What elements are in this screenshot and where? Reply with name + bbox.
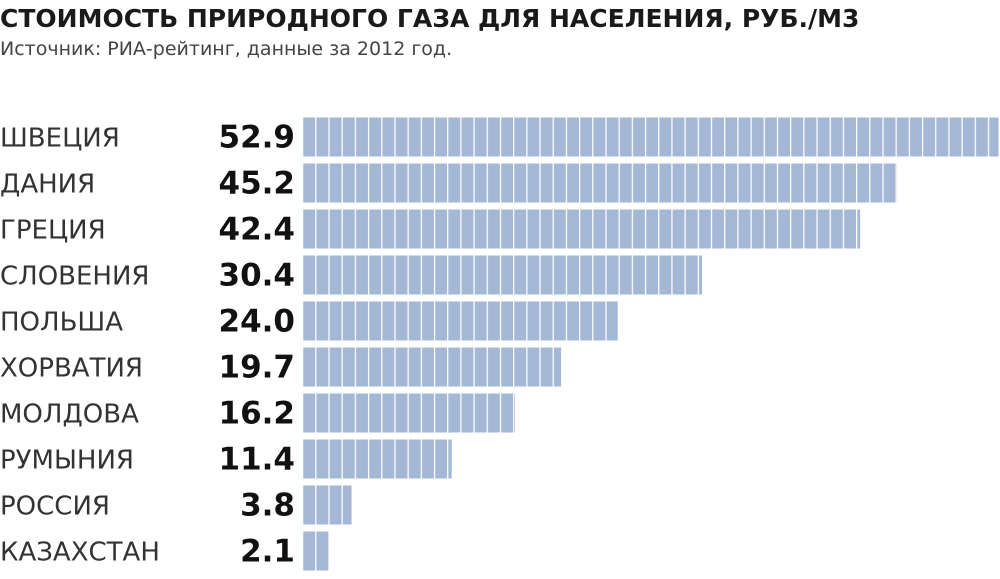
value-label: 3.8 bbox=[240, 488, 295, 524]
chart-subtitle: Источник: РИА-рейтинг, данные за 2012 го… bbox=[0, 38, 452, 60]
category-label: ДАНИЯ bbox=[0, 170, 95, 200]
bar bbox=[301, 300, 619, 342]
bar bbox=[301, 484, 353, 526]
bar bbox=[301, 438, 453, 480]
bar bbox=[301, 116, 1000, 158]
category-label: СЛОВЕНИЯ bbox=[0, 262, 150, 292]
value-label: 42.4 bbox=[219, 212, 296, 248]
value-label: 2.1 bbox=[240, 534, 295, 570]
bar bbox=[301, 530, 331, 572]
bar bbox=[301, 254, 704, 296]
bar bbox=[301, 208, 862, 250]
value-label: 52.9 bbox=[219, 120, 296, 156]
value-label: 30.4 bbox=[219, 258, 296, 294]
bar bbox=[301, 392, 516, 434]
category-label: ХОРВАТИЯ bbox=[0, 354, 143, 384]
category-label: РУМЫНИЯ bbox=[0, 446, 134, 476]
value-label: 24.0 bbox=[219, 304, 296, 340]
category-label: ПОЛЬША bbox=[0, 308, 123, 338]
value-label: 19.7 bbox=[219, 350, 296, 386]
value-label: 45.2 bbox=[219, 166, 296, 202]
bar bbox=[301, 346, 563, 388]
value-label: 16.2 bbox=[219, 396, 296, 432]
category-label: КАЗАХСТАН bbox=[0, 538, 160, 568]
category-label: МОЛДОВА bbox=[0, 400, 139, 430]
category-label: РОССИЯ bbox=[0, 492, 110, 522]
chart-title: СТОИМОСТЬ ПРИРОДНОГО ГАЗА ДЛЯ НАСЕЛЕНИЯ,… bbox=[0, 4, 859, 33]
value-label: 11.4 bbox=[219, 442, 296, 478]
category-label: ГРЕЦИЯ bbox=[0, 216, 106, 246]
bar bbox=[301, 162, 899, 204]
category-label: ШВЕЦИЯ bbox=[0, 124, 120, 154]
